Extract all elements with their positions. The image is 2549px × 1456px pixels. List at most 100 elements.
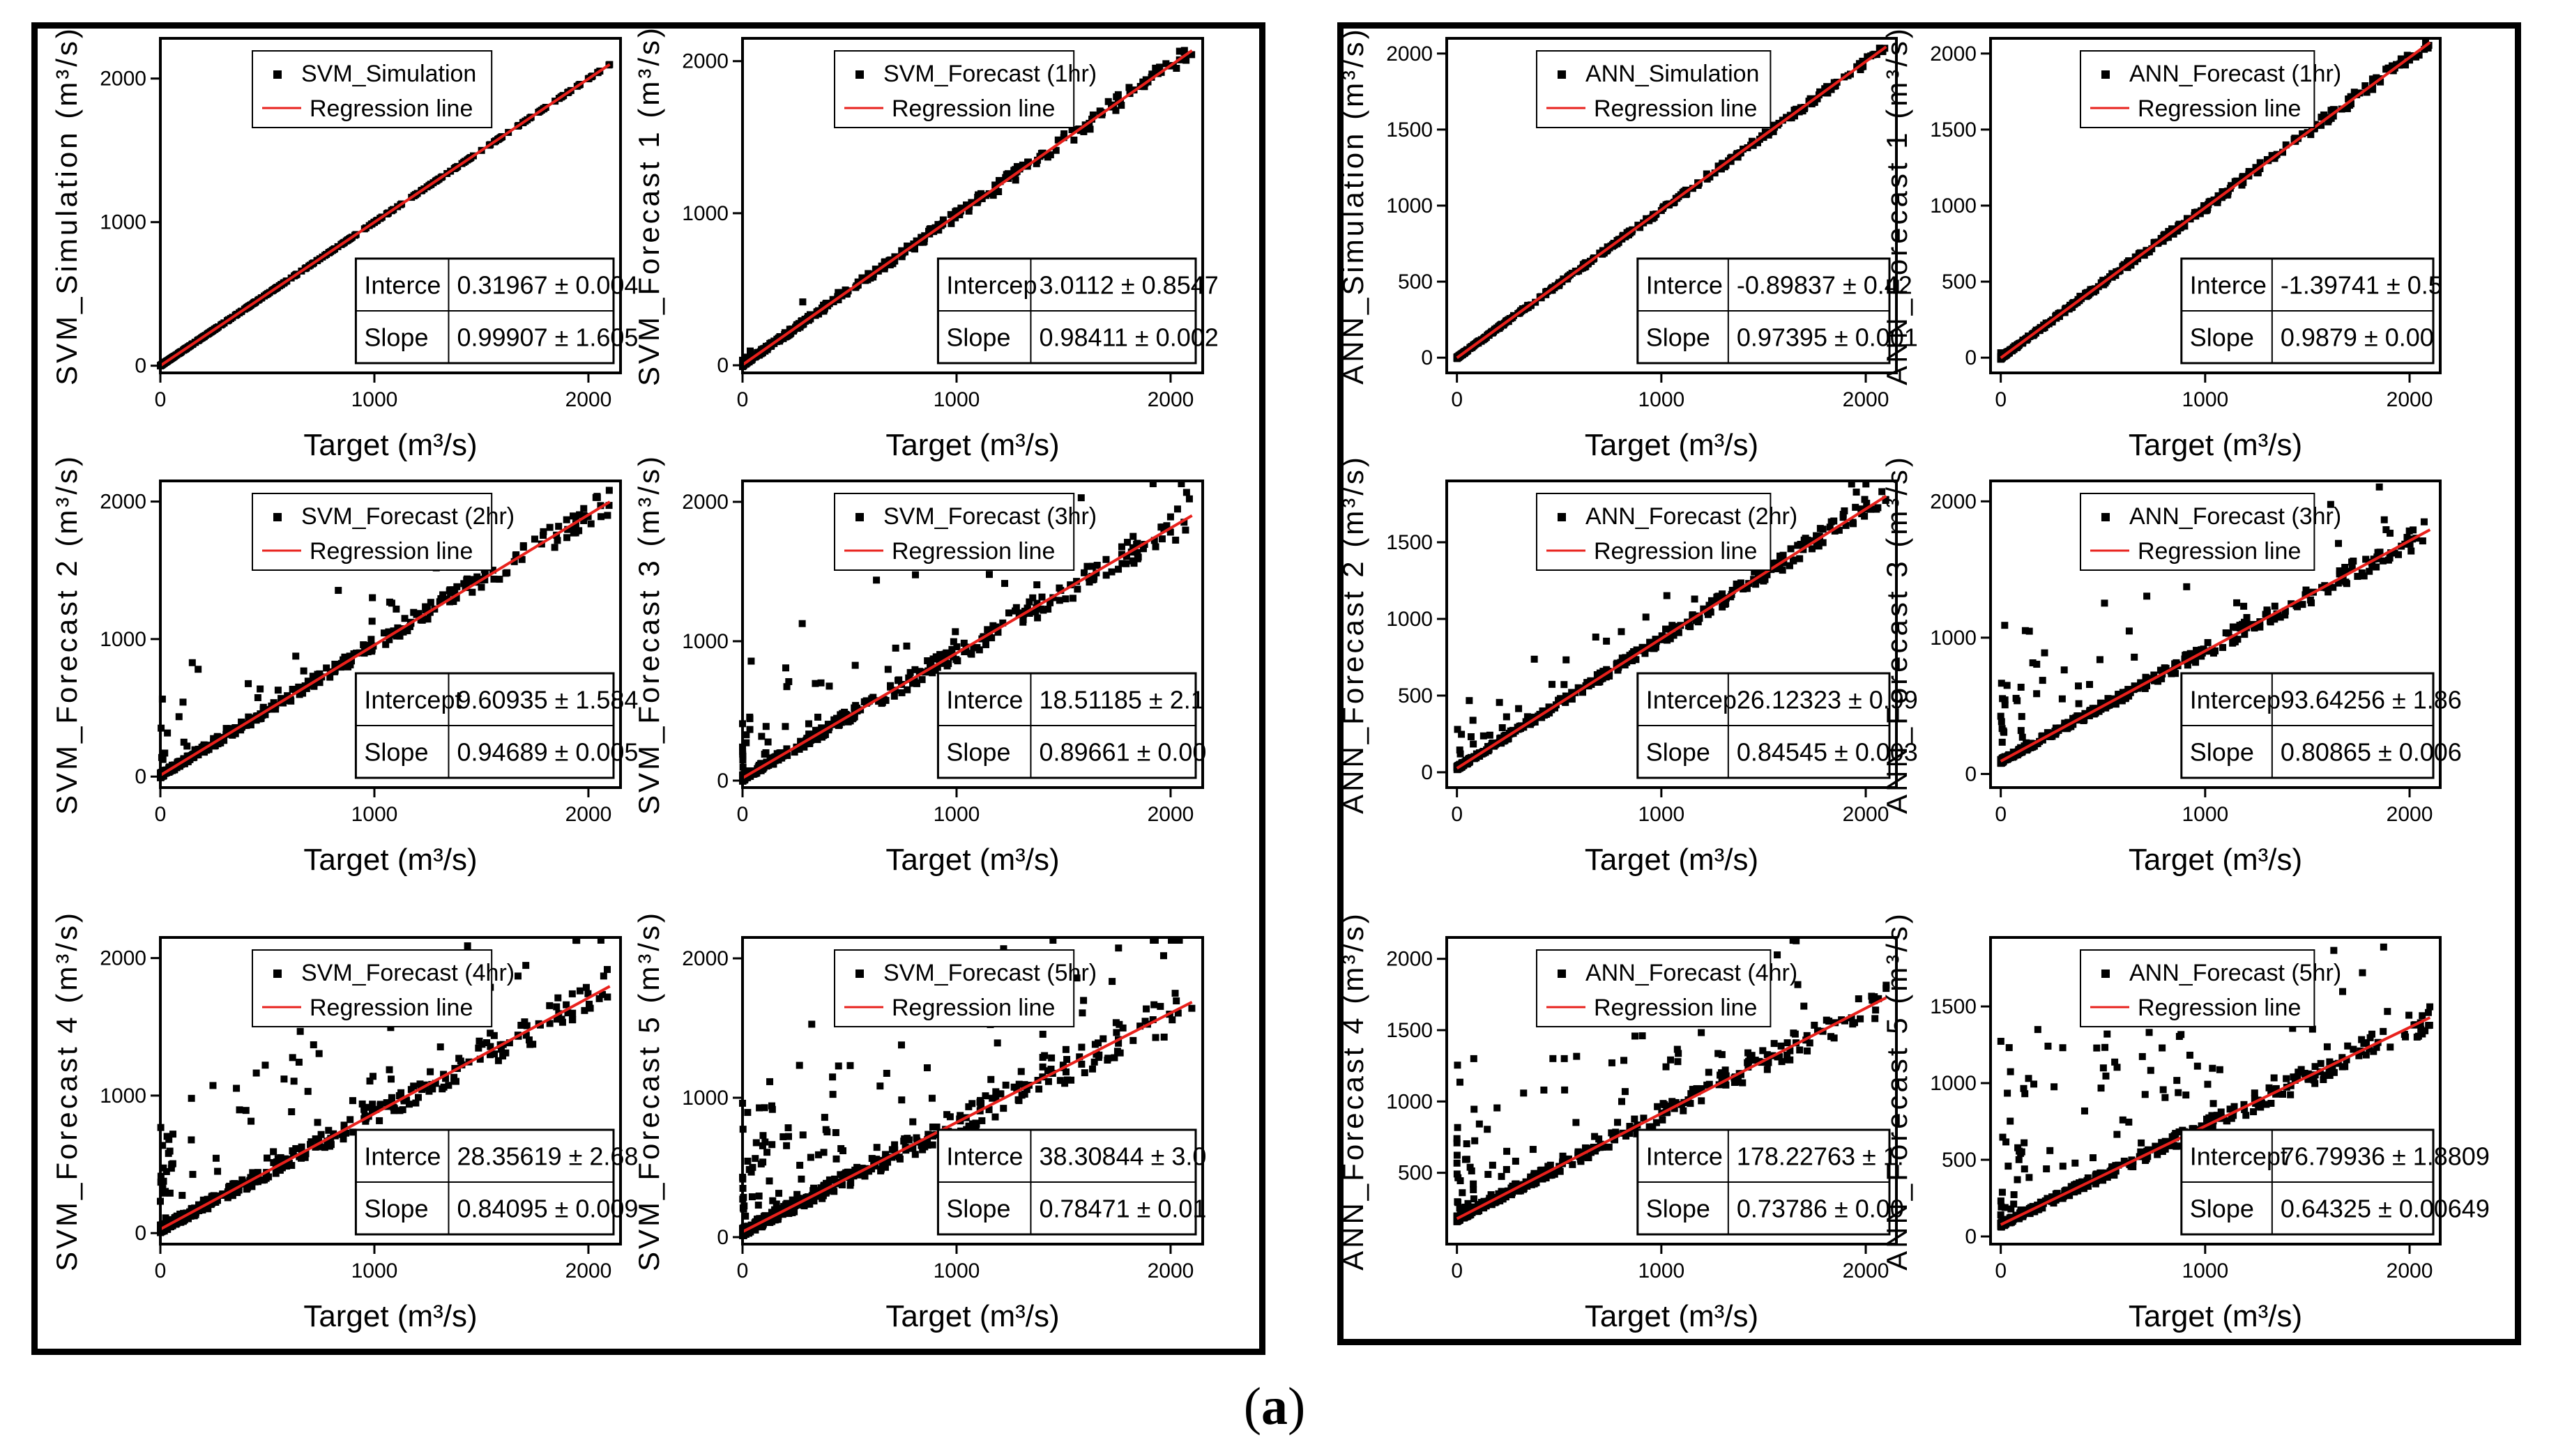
data-point bbox=[2262, 611, 2269, 618]
data-point bbox=[1998, 680, 2005, 687]
legend-box bbox=[834, 949, 1075, 1027]
data-point bbox=[1136, 1022, 1144, 1030]
data-point bbox=[600, 972, 607, 980]
data-point bbox=[1793, 937, 1800, 944]
data-point bbox=[563, 534, 571, 542]
y-tick-label: 0 bbox=[135, 1222, 146, 1245]
data-point bbox=[368, 618, 376, 625]
data-point bbox=[768, 1141, 776, 1149]
data-point bbox=[1861, 496, 1869, 503]
data-point bbox=[1733, 583, 1740, 591]
data-point bbox=[2175, 220, 2183, 228]
data-point bbox=[1618, 654, 1626, 662]
data-point bbox=[2387, 530, 2394, 537]
data-point bbox=[272, 1170, 280, 1177]
data-point bbox=[1157, 1002, 1164, 1010]
data-point bbox=[1640, 1114, 1648, 1122]
data-point bbox=[300, 667, 307, 675]
data-point bbox=[1614, 666, 1622, 674]
data-point bbox=[580, 516, 588, 524]
data-point bbox=[1808, 100, 1816, 108]
data-point bbox=[174, 1218, 182, 1226]
data-point bbox=[296, 1027, 304, 1035]
data-point bbox=[1456, 746, 1463, 754]
data-point bbox=[1088, 562, 1096, 570]
data-point bbox=[869, 273, 877, 281]
data-point bbox=[1498, 724, 1506, 732]
data-point bbox=[1794, 542, 1802, 549]
data-point bbox=[1794, 981, 1802, 988]
data-point bbox=[1530, 655, 1538, 663]
data-point bbox=[558, 1016, 565, 1023]
data-point bbox=[290, 1078, 298, 1085]
data-point bbox=[2017, 683, 2025, 691]
x-axis-label: Target (m³/s) bbox=[303, 428, 477, 462]
data-point bbox=[1816, 536, 1823, 544]
data-point bbox=[1555, 697, 1562, 705]
data-point bbox=[1804, 1047, 1811, 1055]
data-point bbox=[999, 619, 1007, 627]
data-point bbox=[385, 628, 393, 636]
data-point bbox=[1698, 1097, 1705, 1105]
data-point bbox=[904, 686, 911, 693]
legend-marker bbox=[273, 70, 282, 79]
legend-regression-label: Regression line bbox=[1594, 95, 1757, 122]
data-point bbox=[800, 742, 807, 750]
data-point bbox=[442, 1075, 450, 1082]
data-point bbox=[1081, 569, 1088, 576]
data-point bbox=[1109, 978, 1116, 986]
data-point bbox=[312, 1135, 319, 1142]
data-point bbox=[2368, 75, 2376, 83]
data-point bbox=[1732, 1078, 1740, 1085]
data-point bbox=[1033, 581, 1041, 589]
data-point bbox=[1074, 585, 1081, 593]
data-point bbox=[165, 1135, 173, 1143]
data-point bbox=[952, 628, 959, 636]
data-point bbox=[779, 1133, 787, 1140]
y-tick-label: 1500 bbox=[1386, 118, 1433, 141]
data-point bbox=[810, 1197, 818, 1205]
data-point bbox=[1628, 650, 1636, 658]
data-point bbox=[453, 583, 461, 590]
data-point bbox=[1134, 539, 1141, 547]
data-point bbox=[851, 1166, 859, 1174]
data-point bbox=[159, 1142, 167, 1149]
data-point bbox=[199, 1196, 207, 1204]
data-point bbox=[1717, 1071, 1724, 1079]
data-point bbox=[1102, 555, 1110, 563]
data-point bbox=[1611, 1136, 1619, 1144]
data-point bbox=[572, 513, 579, 521]
fit-label: Intercept bbox=[364, 686, 462, 714]
data-point bbox=[2394, 551, 2402, 558]
y-tick-label: 500 bbox=[1942, 270, 1977, 293]
data-point bbox=[1858, 510, 1866, 518]
data-point bbox=[1662, 625, 1670, 633]
regression-line bbox=[2000, 528, 2431, 763]
data-point bbox=[868, 1155, 876, 1163]
data-point bbox=[1857, 1015, 1864, 1022]
data-point bbox=[1171, 990, 1179, 997]
fit-label: Slope bbox=[364, 738, 428, 767]
data-point bbox=[469, 588, 476, 596]
data-point bbox=[1067, 581, 1074, 589]
data-point bbox=[160, 1189, 167, 1197]
data-point bbox=[2186, 650, 2194, 657]
data-point bbox=[837, 719, 845, 726]
data-point bbox=[991, 181, 999, 189]
data-point bbox=[1796, 1046, 1804, 1054]
data-point bbox=[204, 1205, 212, 1213]
data-point bbox=[881, 1163, 889, 1171]
data-point bbox=[576, 987, 584, 995]
data-point bbox=[1567, 694, 1574, 702]
data-point bbox=[2406, 56, 2414, 64]
legend-series-label: SVM_Forecast (3hr) bbox=[883, 503, 1097, 530]
data-point bbox=[1461, 1203, 1469, 1211]
data-point bbox=[892, 1152, 899, 1160]
data-point bbox=[2202, 207, 2210, 215]
data-point bbox=[2308, 599, 2315, 606]
data-point bbox=[546, 523, 554, 531]
data-point bbox=[383, 1099, 390, 1107]
data-point bbox=[759, 1215, 766, 1223]
data-point bbox=[1748, 137, 1756, 145]
fit-value: 0.94689 ± 0.005 bbox=[457, 738, 638, 767]
